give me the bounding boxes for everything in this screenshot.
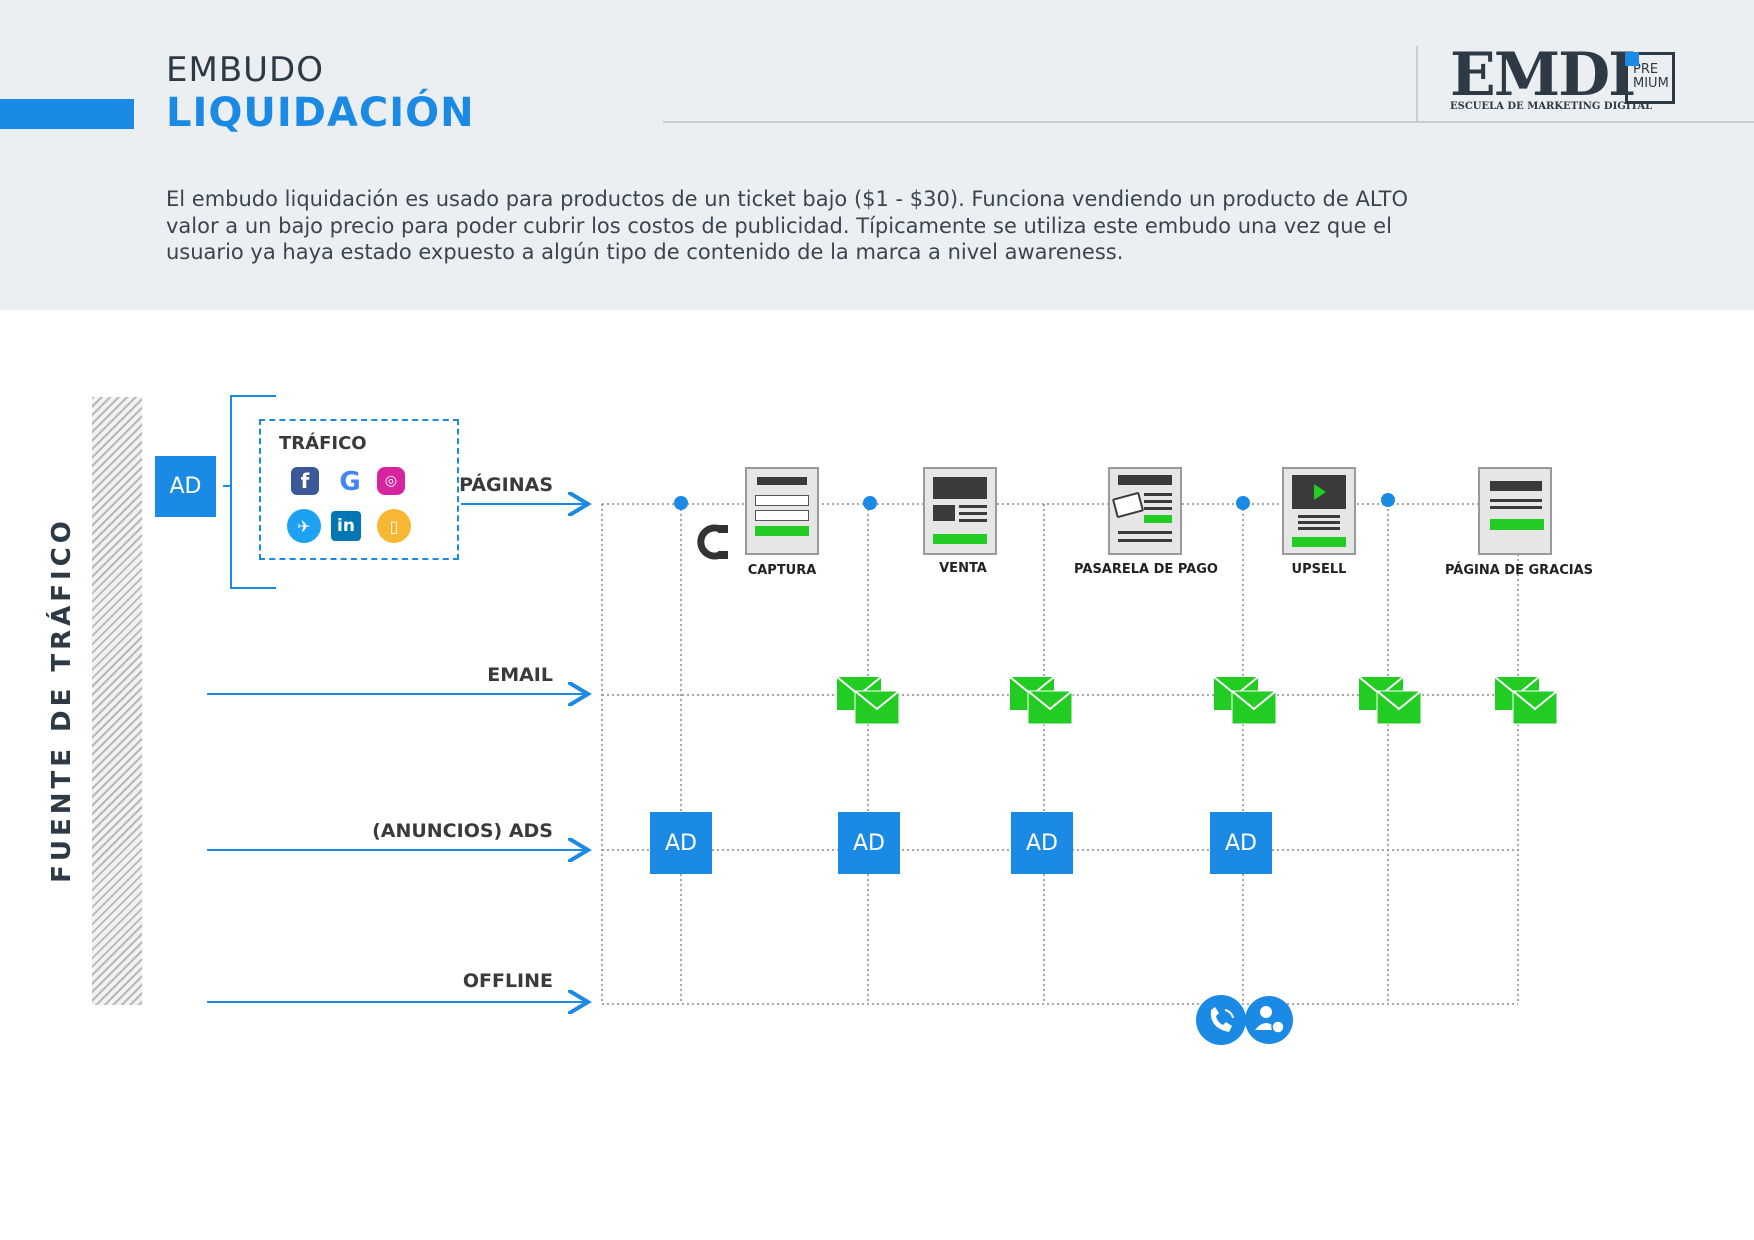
google-icon: G [333,465,367,499]
ad-box-upsell: AD [1210,812,1272,874]
facebook-icon: f [291,467,319,495]
header-divider [663,121,1754,123]
capture-page-icon [745,467,819,555]
accent-bar [0,99,134,129]
row-label-offline: OFFLINE [462,970,553,992]
logo-subtitle: ESCUELA DE MARKETING DIGITAL [1450,101,1653,112]
page-label-captura: CAPTURA [747,563,817,578]
page-title-line2: LIQUIDACIÓN [166,90,475,136]
premium-badge: PRE MIUM [1625,52,1675,104]
email-icons [836,676,1558,725]
magnet-icon [697,524,728,560]
traffic-title: TRÁFICO [279,433,367,454]
ad-box-venta: AD [838,812,900,874]
premium-line1: PRE [1633,62,1659,77]
emdi-logo: EMDI [1450,40,1636,110]
payment-page-icon [1108,467,1182,555]
traffic-source-bar [92,397,142,1005]
logo-separator [1416,46,1418,122]
header-band: EMBUDO LIQUIDACIÓN EMDI ESCUELA DE MARKE… [0,0,1754,310]
page-label-pasarela: PASARELA DE PAGO [1074,562,1218,577]
row-label-email: EMAIL [487,664,553,686]
thankyou-page-icon [1478,467,1552,555]
premium-line2: MIUM [1633,76,1669,91]
traffic-bracket [230,395,276,589]
ad-box-captura: AD [650,812,712,874]
page-label-gracias: PÁGINA DE GRACIAS [1444,563,1594,578]
twitter-icon: ✈ [287,509,321,543]
page-title-line1: EMBUDO [166,50,324,90]
phone-icon [1196,995,1246,1045]
row-label-ads: (ANUNCIOS) ADS [372,820,553,842]
row-label-pages: PÁGINAS [459,474,553,496]
instagram-icon: ◎ [377,467,405,495]
linkedin-icon: in [331,511,361,541]
mobile-icon: ▯ [377,509,411,543]
page-label-upsell: UPSELL [1291,562,1347,577]
sales-page-icon [923,467,997,555]
user-check-icon [1245,996,1293,1044]
premium-accent [1625,52,1639,66]
traffic-box: TRÁFICO f G ◎ ✈ in ▯ [259,419,459,560]
description: El embudo liquidación es usado para prod… [166,187,1409,264]
upsell-page-icon [1282,467,1356,555]
ad-source-box: AD [155,456,216,517]
page-label-venta: VENTA [939,561,987,576]
ad-box-pasarela: AD [1011,812,1073,874]
